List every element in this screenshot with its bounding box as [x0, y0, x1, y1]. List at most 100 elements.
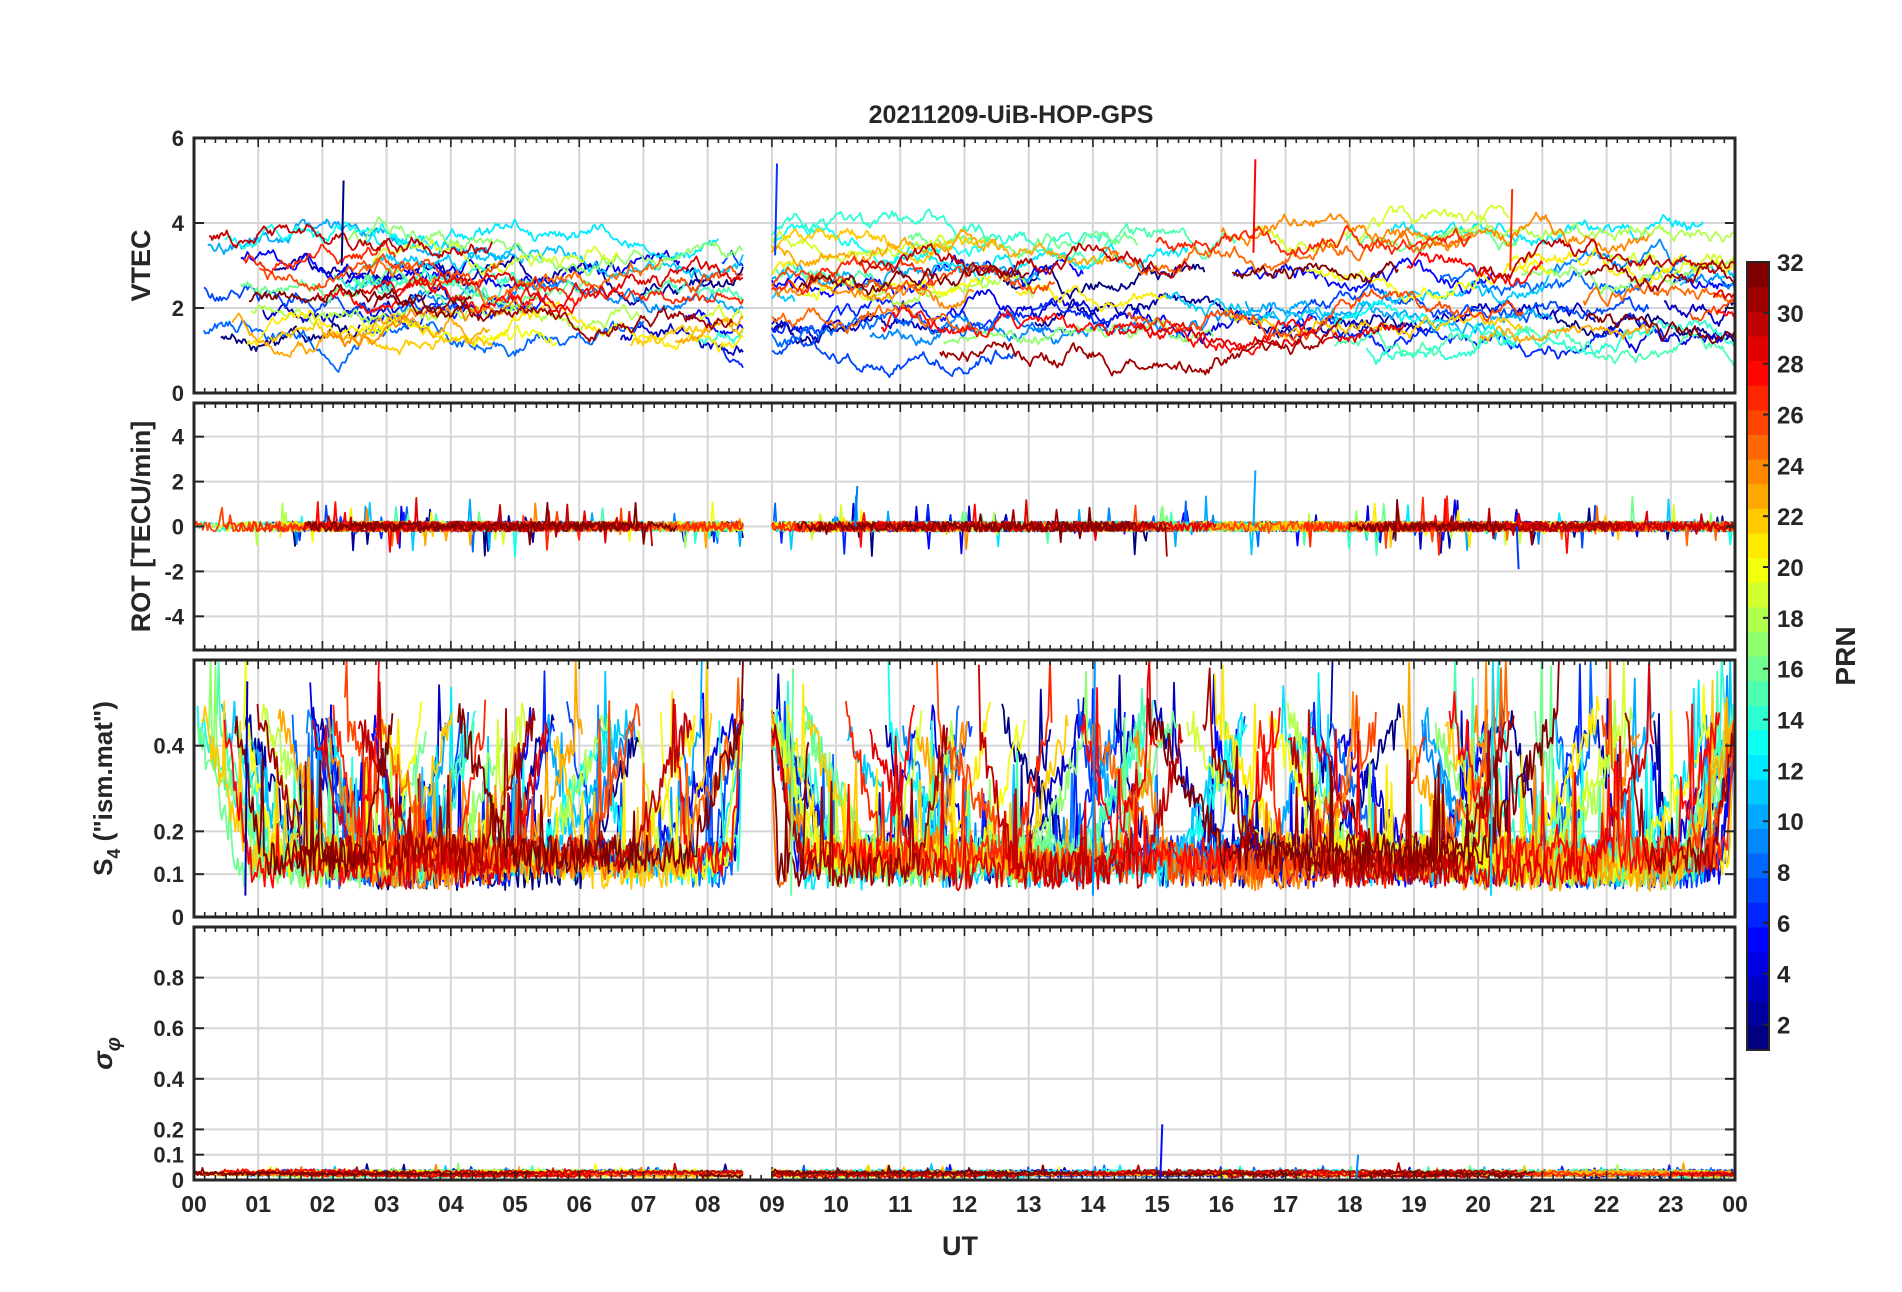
series-prn-28	[1406, 251, 1544, 287]
chart-title: 20211209-UiB-HOP-GPS	[869, 101, 1154, 129]
y-tick-label-rot: -4	[164, 604, 184, 629]
series-prn-31	[1584, 259, 1736, 293]
series-prn-11	[1164, 268, 1561, 327]
series-prn-11	[362, 245, 744, 279]
x-tick-label: 21	[1530, 1191, 1556, 1217]
x-tick-label: 20	[1465, 1191, 1491, 1217]
series-prn-14	[697, 330, 744, 345]
colorbar-tick-label: 32	[1777, 250, 1804, 277]
series-prn-13	[1328, 299, 1518, 349]
colorbar-band	[1747, 803, 1769, 829]
series-prn-29	[771, 1173, 1022, 1179]
series-prn-31	[373, 292, 734, 343]
colorbar-band	[1747, 680, 1769, 706]
notable-peak	[244, 681, 249, 896]
series-prn-24	[326, 298, 533, 348]
series-prn-23	[916, 730, 1163, 884]
series-prn-32	[798, 264, 1030, 296]
colorbar-tick-label: 6	[1777, 911, 1790, 938]
colorbar-band	[1747, 631, 1769, 657]
panel-rot: -4 -2 0 2 4 ROT [TECU/min]	[126, 401, 1737, 652]
panel-vtec: 0 2 4 6 VTEC	[126, 126, 1737, 406]
series-prn-1	[685, 266, 744, 289]
series-prn-19	[1254, 204, 1510, 254]
x-tick-label: 11	[888, 1191, 913, 1217]
y-tick-label-s4: 0.1	[153, 862, 184, 887]
series-prn-27	[1496, 1171, 1736, 1178]
series-prn-26	[259, 253, 504, 292]
series-prn-32	[248, 283, 472, 318]
series-prn-15	[771, 261, 876, 288]
series-prn-31	[256, 703, 536, 874]
series-prn-23	[231, 312, 490, 358]
colorbar-band	[1747, 656, 1769, 682]
series-prn-3	[1663, 298, 1736, 327]
notable-peak	[1252, 159, 1257, 253]
series-prn-14	[1676, 1173, 1736, 1179]
series-prn-25	[1100, 230, 1472, 276]
colorbar-tick-label: 30	[1777, 301, 1804, 328]
colorbar-band	[1747, 951, 1769, 977]
series-prn-32	[1369, 1170, 1536, 1176]
colorbar-tick-label: 4	[1777, 962, 1791, 989]
series-prn-13	[224, 221, 412, 250]
colorbar-band	[1747, 532, 1769, 559]
y-tick-label-sigma: 0	[172, 1168, 184, 1193]
series-prn-32	[771, 742, 810, 887]
series-prn-4	[1605, 326, 1736, 354]
series-prn-27	[682, 520, 744, 533]
series-prn-26	[669, 265, 744, 293]
series-prn-31	[355, 520, 627, 533]
x-tick-label: 10	[823, 1191, 849, 1217]
series-prn-32	[796, 506, 1137, 544]
series-prn-23	[1479, 323, 1654, 344]
colorbar-band	[1747, 335, 1769, 362]
y-axis-label-s4: S4 ("ism.mat")	[88, 701, 124, 876]
series-prn-28	[1716, 309, 1736, 319]
x-tick-label: 08	[695, 1191, 721, 1217]
colorbar-tick-label: 28	[1777, 352, 1804, 379]
notable-peak	[790, 668, 795, 896]
x-tick-label: 12	[952, 1191, 978, 1217]
series-prn-1	[220, 322, 361, 353]
series-prn-29	[379, 1169, 592, 1179]
series-prn-27	[1155, 224, 1471, 257]
series-prn-26	[771, 264, 1056, 295]
colorbar-band	[1747, 311, 1769, 337]
x-tick-label: 19	[1401, 1191, 1427, 1217]
y-tick-label-vtec: 2	[172, 296, 184, 321]
colorbar-band	[1747, 1025, 1769, 1051]
y-tick-label-sigma: 0.8	[153, 966, 184, 991]
series-prn-3	[771, 314, 946, 344]
colorbar-band	[1747, 483, 1769, 509]
colorbar-band	[1747, 754, 1769, 780]
x-tick-label: 22	[1594, 1191, 1620, 1217]
series-prn-7	[771, 337, 1018, 379]
series-group-vtec	[202, 159, 1736, 379]
series-prn-19	[699, 304, 744, 326]
colorbar-label: PRN	[1830, 626, 1861, 685]
series-prn-26	[1127, 288, 1524, 342]
x-tick-label: 00	[181, 1191, 207, 1217]
series-prn-23	[674, 315, 744, 345]
notable-peak	[1355, 1154, 1360, 1181]
series-prn-30	[1477, 237, 1736, 280]
series-prn-30	[858, 242, 1192, 280]
colorbar-band	[1747, 976, 1769, 1002]
series-prn-9	[1551, 238, 1736, 290]
colorbar-band	[1747, 902, 1769, 928]
x-tick-label: 06	[566, 1191, 592, 1217]
y-tick-label-s4: 0.2	[153, 819, 184, 844]
colorbar-tick-label: 2	[1777, 1013, 1790, 1040]
series-prn-19	[771, 229, 955, 265]
series-prn-6	[771, 297, 1113, 335]
series-prn-15	[352, 272, 535, 306]
series-prn-32	[1231, 260, 1399, 285]
y-tick-label-sigma: 0.6	[153, 1016, 184, 1041]
colorbar-band	[1747, 409, 1769, 435]
series-prn-22	[269, 321, 494, 356]
series-prn-7	[203, 284, 461, 321]
colorbar-band	[1747, 779, 1769, 805]
series-prn-32	[698, 1173, 744, 1179]
series-prn-6	[719, 345, 744, 369]
